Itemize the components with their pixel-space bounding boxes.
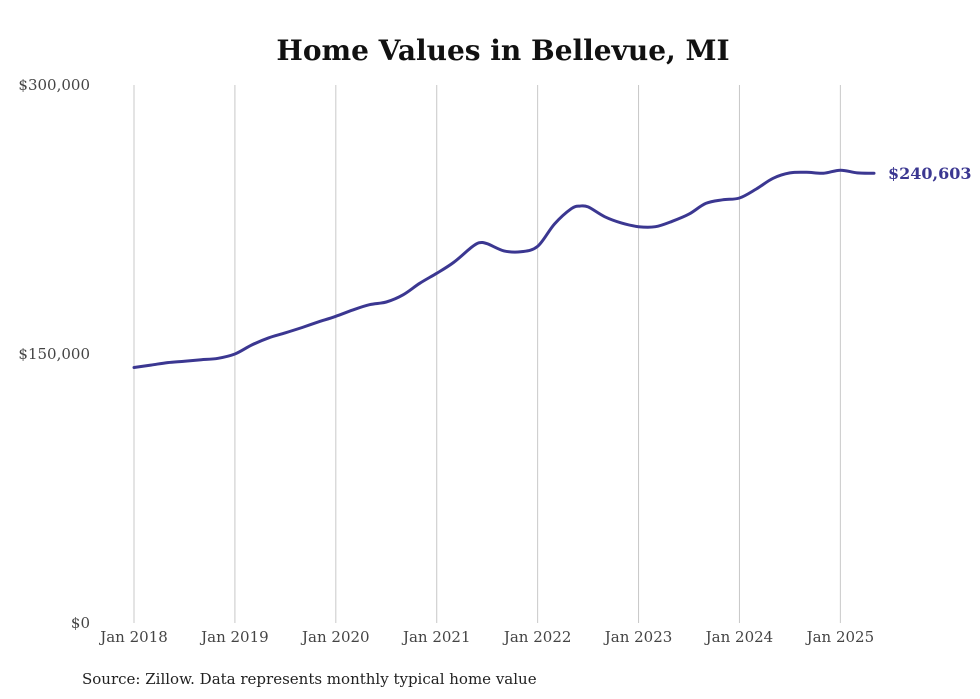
x-tick-label: Jan 2025 [805, 628, 875, 646]
x-tick-label: Jan 2021 [401, 628, 471, 646]
series-line [132, 168, 876, 369]
x-axis-ticks: Jan 2018 Jan 2019 Jan 2020 Jan 2021 Jan 2022… [98, 628, 874, 646]
y-tick-label: $150,000 [18, 345, 90, 363]
x-tick-label: Jan 2019 [199, 628, 269, 646]
x-tick-label: Jan 2024 [704, 628, 774, 646]
x-tick-label: Jan 2023 [603, 628, 673, 646]
y-tick-label: $0 [71, 614, 90, 632]
y-tick-label: $300,000 [18, 76, 90, 94]
gridlines [133, 85, 841, 623]
x-tick-label: Jan 2022 [502, 628, 572, 646]
end-value-label: $240,603 [888, 164, 972, 183]
source-note: Source: Zillow. Data represents monthly … [82, 670, 537, 688]
chart-title: Home Values in Bellevue, MI [276, 34, 729, 67]
y-axis-ticks: $0 $150,000 $300,000 [18, 76, 90, 632]
x-tick-label: Jan 2018 [98, 628, 168, 646]
x-tick-label: Jan 2020 [300, 628, 370, 646]
